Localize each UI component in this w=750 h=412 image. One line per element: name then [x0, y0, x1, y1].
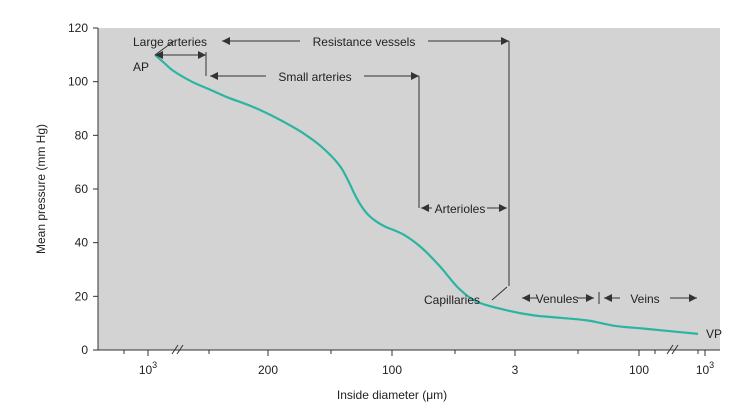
- arrowhead-small-arteries-left: [210, 72, 218, 80]
- annotation-resistance-vessels: Resistance vessels: [313, 35, 416, 49]
- arrowhead-arterioles-left: [421, 204, 429, 212]
- arrowhead-resistance-left: [222, 37, 230, 45]
- y-axis-ticks: 0 20 40 60 80 100 120: [68, 21, 98, 357]
- y-tick-label: 20: [75, 289, 89, 303]
- arrowhead-large-arteries-left: [155, 51, 163, 59]
- x-tick-label: 103: [139, 360, 157, 377]
- arrowhead-veins-right: [689, 294, 697, 302]
- x-tick-label: 103: [696, 360, 714, 377]
- annotation-ap: AP: [133, 60, 149, 74]
- arrowhead-small-arteries-right: [411, 72, 419, 80]
- annotation-veins: Veins: [630, 292, 659, 306]
- y-axis-label: Mean pressure (mm Hg): [34, 124, 48, 254]
- y-tick-label: 40: [75, 236, 89, 250]
- x-tick-label: 3: [512, 363, 519, 377]
- y-tick-label: 0: [81, 343, 88, 357]
- annotation-arrowheads: [155, 37, 697, 302]
- x-axis-label: Inside diameter (μm): [337, 388, 447, 402]
- x-tick-label: 100: [629, 363, 649, 377]
- arrowhead-resistance-right: [501, 37, 509, 45]
- annotation-capillaries: Capillaries: [424, 293, 480, 307]
- pressure-curve: [154, 53, 699, 335]
- y-tick-label: 60: [75, 182, 89, 196]
- x-axis-break-right: [666, 344, 679, 355]
- annotation-small-arteries: Small arteries: [278, 70, 351, 84]
- arrowhead-large-arteries-right: [198, 51, 206, 59]
- annotation-arterioles: Arterioles: [435, 202, 486, 216]
- annotation-large-arteries: Large arteries: [133, 35, 207, 49]
- x-tick-label: 100: [382, 363, 402, 377]
- x-axis-ticks: 103 200 100 3 100 103: [123, 350, 714, 377]
- x-tick-label: 200: [258, 363, 278, 377]
- arrowhead-venules-left: [522, 294, 530, 302]
- arrowhead-venules-right: [586, 294, 594, 302]
- x-axis-break-left: [171, 344, 184, 355]
- y-tick-label: 80: [75, 128, 89, 142]
- arrowhead-veins-left: [604, 294, 612, 302]
- y-tick-label: 100: [68, 75, 88, 89]
- large-arteries-left-arrow: [154, 40, 175, 56]
- arrowhead-arterioles-right: [499, 204, 507, 212]
- plot-background: [98, 28, 720, 350]
- y-tick-label: 120: [68, 21, 88, 35]
- capillaries-leader: [491, 286, 508, 301]
- annotation-vp: VP: [706, 327, 722, 341]
- annotation-venules: Venules: [536, 292, 579, 306]
